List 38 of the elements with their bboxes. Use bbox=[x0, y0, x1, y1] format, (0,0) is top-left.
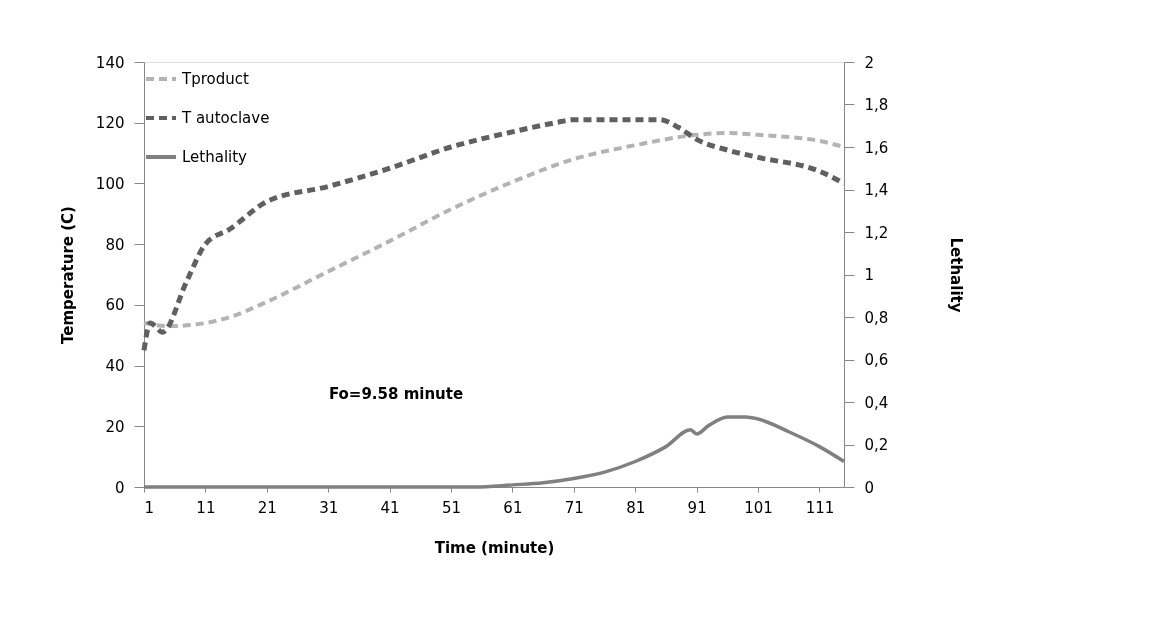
y2-tick-label: 1,2 bbox=[864, 223, 889, 242]
x-tick-label: 91 bbox=[687, 498, 707, 517]
x-tick-label: 101 bbox=[744, 498, 773, 517]
y-tick-label: 20 bbox=[105, 417, 125, 436]
y-axis-title: Temperature (C) bbox=[58, 206, 77, 344]
x-tick-label: 41 bbox=[380, 498, 400, 517]
y-tick-label: 40 bbox=[105, 357, 125, 376]
x-tick-label: 71 bbox=[564, 498, 584, 517]
y2-tick-label: 2 bbox=[864, 53, 875, 72]
x-tick-label: 1 bbox=[144, 498, 155, 517]
y-tick-label: 60 bbox=[105, 296, 125, 315]
x-tick-label: 21 bbox=[257, 498, 277, 517]
y-tick-label: 120 bbox=[95, 114, 125, 133]
y2-tick-label: 0,8 bbox=[864, 308, 889, 327]
x-tick-label: 81 bbox=[626, 498, 646, 517]
y-tick-label: 100 bbox=[95, 174, 125, 193]
y-tick-label: 80 bbox=[105, 235, 125, 254]
x-tick-label: 11 bbox=[196, 498, 216, 517]
x-axis-title: Time (minute) bbox=[434, 538, 555, 557]
y-tick-label: 140 bbox=[95, 53, 125, 72]
x-tick-label: 61 bbox=[503, 498, 523, 517]
y2-axis-title: Lethality bbox=[947, 237, 966, 313]
x-tick-label: 31 bbox=[319, 498, 339, 517]
y2-tick-label: 1,8 bbox=[864, 96, 889, 114]
legend-label: Lethality bbox=[182, 148, 248, 166]
y2-tick-label: 0,4 bbox=[864, 393, 889, 412]
x-tick-label: 51 bbox=[441, 498, 462, 517]
y2-tick-label: 1,4 bbox=[864, 181, 889, 199]
legend-label: Tproduct bbox=[181, 70, 249, 88]
y2-tick-label: 0,6 bbox=[864, 351, 889, 369]
y-tick-label: 0 bbox=[114, 478, 125, 497]
y2-tick-label: 0 bbox=[864, 478, 875, 497]
y2-tick-label: 0,2 bbox=[864, 436, 889, 454]
x-tick-label: 111 bbox=[805, 498, 835, 517]
annotation: Fo=9.58 minute bbox=[328, 384, 464, 403]
y2-tick-label: 1,6 bbox=[864, 138, 889, 157]
legend-label: T autoclave bbox=[181, 109, 270, 127]
y2-tick-label: 1 bbox=[864, 266, 875, 284]
